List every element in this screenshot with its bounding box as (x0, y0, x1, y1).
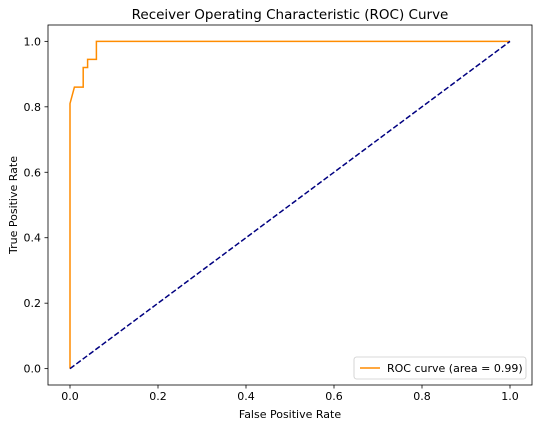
x-tick-label: 0.0 (61, 390, 79, 403)
legend: ROC curve (area = 0.99) (353, 356, 527, 380)
y-tick-label: 0.0 (24, 363, 42, 376)
y-tick-label: 0.2 (24, 297, 42, 310)
legend-box (353, 356, 527, 380)
x-tick-label: 0.6 (325, 390, 343, 403)
y-axis-label: True Positive Rate (7, 156, 20, 255)
plot-area (47, 24, 533, 386)
y-tick-label: 0.6 (24, 166, 42, 179)
x-tick-label: 1.0 (501, 390, 519, 403)
legend-label: ROC curve (area = 0.99) (387, 362, 523, 375)
x-axis-label: False Positive Rate (239, 408, 341, 421)
y-tick-label: 0.8 (24, 101, 42, 114)
chance-diagonal-line (69, 40, 511, 370)
axes-frame (47, 24, 533, 386)
chart-title: Receiver Operating Characteristic (ROC) … (132, 7, 449, 23)
x-tick-label: 0.2 (149, 390, 167, 403)
y-axis-ticks: 0.0 0.2 0.4 0.6 0.8 1.0 (24, 35, 48, 376)
roc-curve-line (69, 40, 510, 369)
x-tick-label: 0.4 (237, 390, 255, 403)
x-axis-ticks: 0.0 0.2 0.4 0.6 0.8 1.0 (61, 385, 519, 403)
x-tick-label: 0.8 (413, 390, 431, 403)
y-tick-label: 0.4 (24, 232, 42, 245)
y-tick-label: 1.0 (24, 35, 42, 48)
